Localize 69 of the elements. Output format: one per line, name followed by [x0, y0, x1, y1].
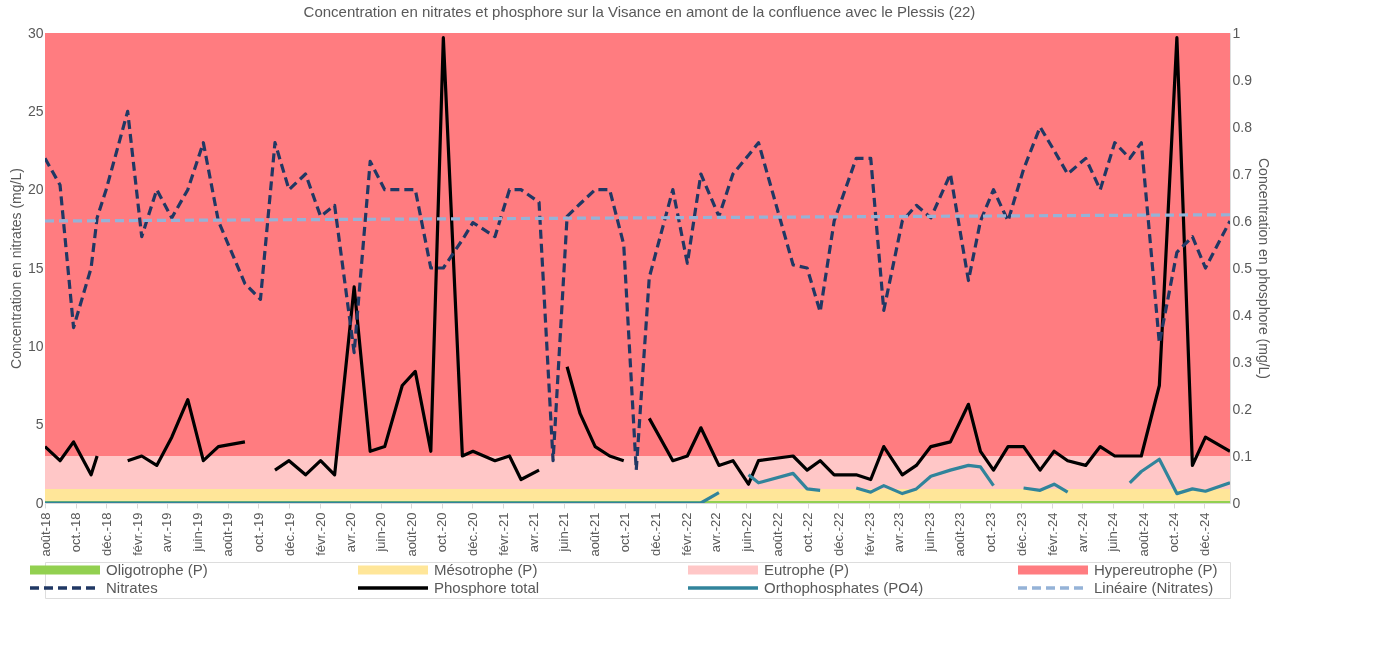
x-tick-label: juin-19: [189, 512, 205, 553]
x-tick-label: août-23: [952, 512, 968, 557]
y-tick-label: 10: [27, 337, 44, 354]
x-tick-label: juin-22: [738, 512, 754, 553]
line-series: [45, 109, 1230, 472]
legend-label: Orthophosphates (PO4): [764, 579, 924, 596]
y2-tick-label: 0.8: [1232, 118, 1253, 135]
x-tick-label: oct.-24: [1166, 512, 1182, 553]
x-tick-label: août-18: [37, 512, 53, 557]
y2-tick-label: 0.9: [1232, 71, 1253, 88]
x-tick-label: oct.-21: [617, 512, 633, 553]
x-tick-label: avr.-20: [342, 512, 358, 553]
chart-title: Concentration en nitrates et phosphore sur la Visance en amont de la confluence avec le Plessis (22): [303, 2, 976, 20]
legend-label: Hypereutrophe (P): [1094, 561, 1218, 578]
x-tick-label: juin-24: [1105, 512, 1121, 553]
legend-label: Oligotrophe (P): [106, 561, 208, 578]
x-tick-label: févr.-20: [312, 512, 328, 556]
x-tick-label: déc.-23: [1013, 512, 1029, 556]
legend-label: Linéaire (Nitrates): [1094, 579, 1214, 596]
x-tick-label: avr.-23: [891, 512, 907, 553]
y2-tick-label: 0: [1232, 494, 1241, 511]
x-tick-label: déc.-18: [98, 512, 114, 556]
x-tick-label: oct.-18: [68, 512, 84, 553]
x-tick-label: juin-23: [921, 512, 937, 553]
x-tick-label: févr.-21: [495, 512, 511, 556]
x-tick-label: févr.-19: [129, 512, 145, 556]
x-tick-label: juin-21: [556, 512, 572, 553]
x-tick-label: avr.-22: [708, 512, 724, 553]
x-tick-label: août-20: [403, 512, 419, 557]
x-tick-label: avr.-19: [159, 512, 175, 553]
x-tick-label: févr.-23: [861, 512, 877, 556]
y2-tick-label: 0.5: [1232, 259, 1253, 276]
y-tick-label: 25: [27, 102, 44, 119]
x-tick-label: déc.-20: [464, 512, 480, 556]
x-tick-label: déc.-24: [1196, 512, 1212, 556]
x-tick-label: avr.-21: [525, 512, 541, 553]
y2-tick-label: 0.7: [1232, 165, 1253, 182]
y2-axis-title: Concentration en phosphore (mg/L): [1255, 157, 1272, 380]
x-tick-label: août-22: [769, 512, 785, 557]
y2-tick-label: 1: [1232, 24, 1241, 41]
legend-label: Nitrates: [106, 579, 158, 596]
y-tick-label: 30: [27, 24, 44, 41]
y2-tick-label: 0.4: [1232, 306, 1253, 323]
y-tick-label: 0: [35, 494, 44, 511]
x-tick-label: déc.-19: [281, 512, 297, 556]
x-tick-label: oct.-22: [800, 512, 816, 553]
y2-tick-label: 0.3: [1232, 353, 1253, 370]
x-tick-label: juin-20: [373, 512, 389, 553]
x-tick-label: déc.-22: [830, 512, 846, 556]
x-tick-label: oct.-19: [250, 512, 266, 553]
x-tick-label: févr.-24: [1044, 512, 1060, 556]
x-tick-label: déc.-21: [647, 512, 663, 556]
x-tick-label: févr.-22: [678, 512, 694, 556]
x-tick-label: oct.-23: [982, 512, 998, 553]
x-tick-label: août-19: [220, 512, 236, 557]
y-tick-label: 15: [27, 259, 44, 276]
y2-tick-label: 0.6: [1232, 212, 1253, 229]
x-tick-label: oct.-20: [434, 512, 450, 553]
legend-label: Mésotrophe (P): [434, 561, 538, 578]
legend-label: Eutrophe (P): [764, 561, 850, 578]
x-tick-label: août-21: [586, 512, 602, 557]
y2-tick-label: 0.1: [1232, 447, 1253, 464]
x-tick-label: avr.-24: [1074, 512, 1090, 553]
y-tick-label: 20: [27, 181, 44, 198]
y2-tick-label: 0.2: [1232, 400, 1253, 417]
y-tick-label: 5: [35, 416, 44, 433]
x-tick-label: août-24: [1135, 512, 1151, 557]
y-axis-title: Concentration en nitrates (mg/L): [7, 168, 24, 369]
legend-label: Phosphore total: [434, 579, 540, 596]
